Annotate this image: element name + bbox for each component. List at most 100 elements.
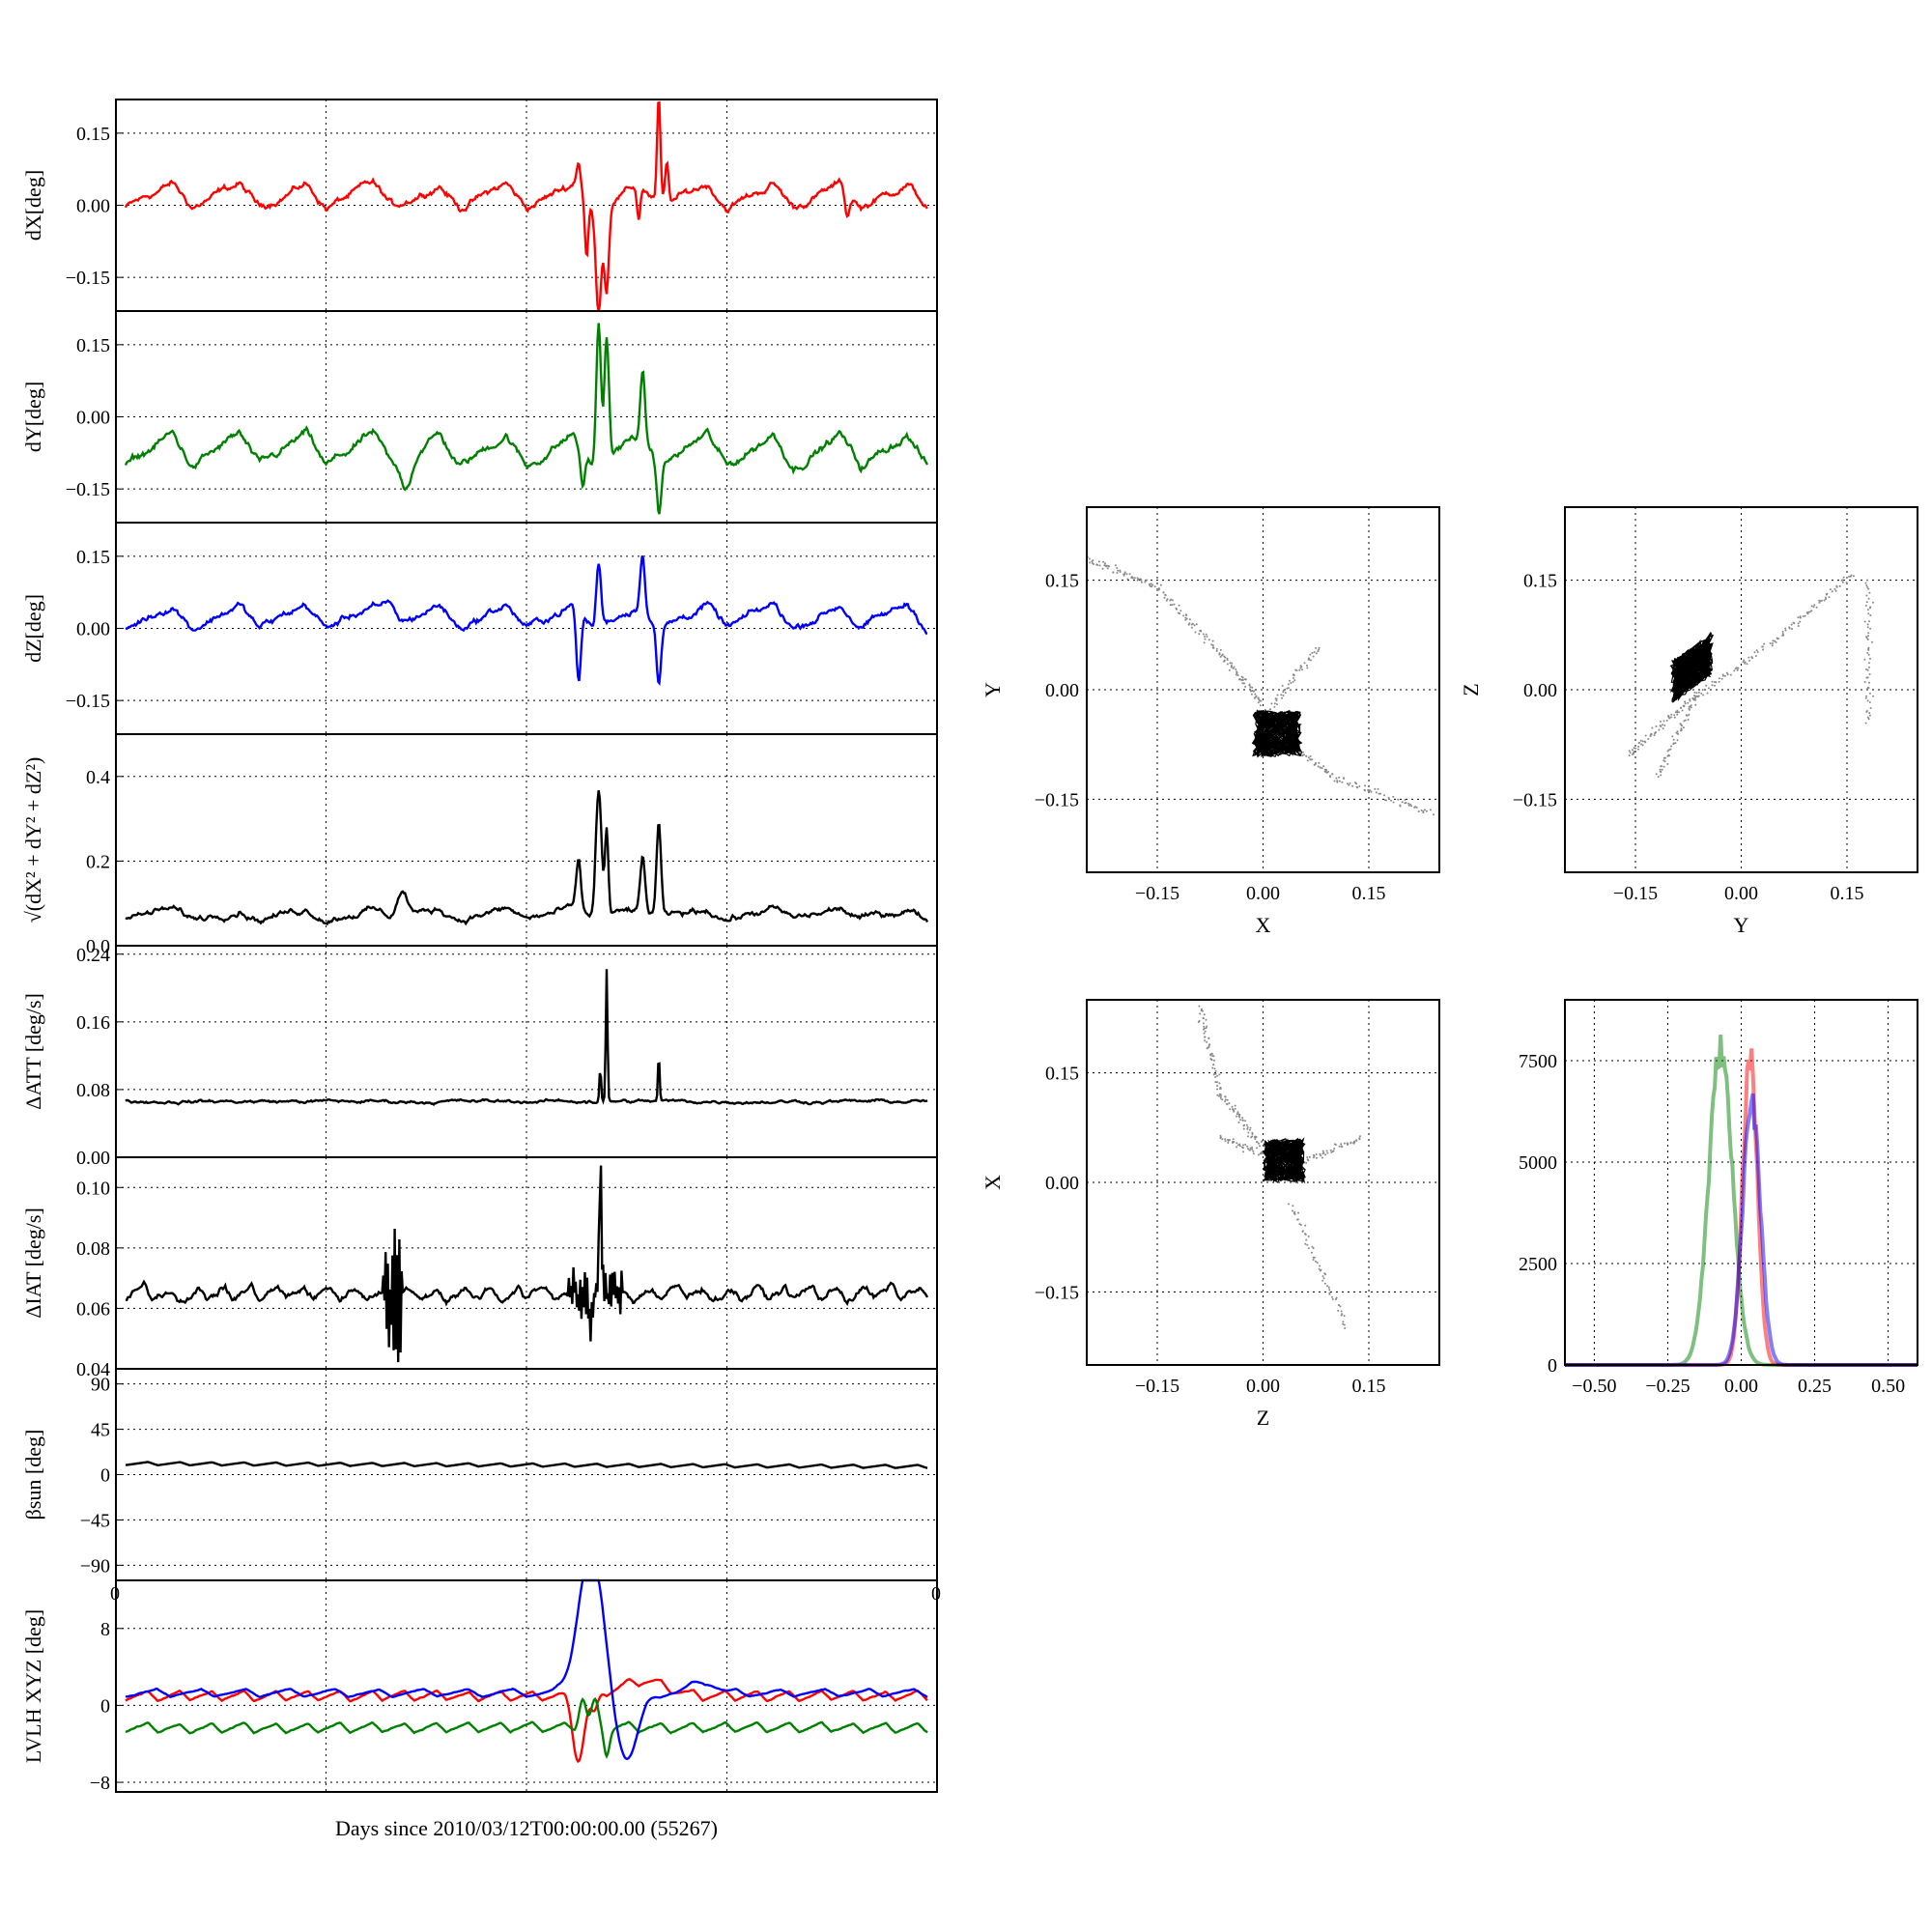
trail-point bbox=[1307, 756, 1310, 759]
trail-point bbox=[1695, 695, 1698, 697]
trail-point bbox=[1869, 614, 1872, 616]
trail-point bbox=[1203, 1013, 1206, 1016]
trail-point bbox=[1091, 560, 1094, 563]
trail-point bbox=[1632, 749, 1634, 752]
trail-point bbox=[1321, 1152, 1324, 1155]
trail-point bbox=[1831, 590, 1833, 593]
x-tick-label: −0.50 bbox=[1572, 1376, 1616, 1397]
trail-point bbox=[1292, 1205, 1294, 1208]
trail-point bbox=[1706, 692, 1709, 695]
trail-point bbox=[1116, 572, 1119, 574]
trail-point bbox=[1343, 1323, 1346, 1326]
trail-point bbox=[1164, 594, 1167, 597]
panel-beta_sun: −90 −45 0 45 90 βsun [deg] bbox=[21, 1368, 938, 1581]
trail-point bbox=[1229, 662, 1232, 665]
trail-point bbox=[1726, 673, 1729, 676]
trail-point bbox=[1689, 705, 1691, 708]
trail-point bbox=[1367, 788, 1370, 791]
trail-point bbox=[1671, 735, 1674, 738]
trail-point bbox=[1246, 1145, 1249, 1148]
trail-point bbox=[1807, 611, 1810, 613]
trail-point bbox=[1753, 651, 1756, 654]
trail-point bbox=[1223, 660, 1226, 663]
y-tick-label: 0 bbox=[1548, 1355, 1557, 1377]
y-tick-label: 0.00 bbox=[76, 196, 110, 217]
trail-point bbox=[1338, 780, 1341, 782]
series-line-dX-0 bbox=[124, 100, 928, 312]
panel-dX: −0.15 0.00 0.15 dX[deg] bbox=[21, 99, 938, 312]
trail-point bbox=[1254, 693, 1257, 696]
trail-point bbox=[1248, 683, 1251, 686]
trail-point bbox=[1296, 1218, 1299, 1221]
trail-point bbox=[1307, 658, 1310, 661]
trail-point bbox=[1746, 663, 1748, 666]
trail-point bbox=[1659, 724, 1662, 727]
trail-point bbox=[1755, 649, 1758, 652]
trail-point bbox=[1282, 695, 1285, 696]
panel-histogram: −0.50 −0.25 0.00 0.25 0.50 0 2500 5000 7500 bbox=[1519, 999, 1918, 1397]
trail-point bbox=[1185, 617, 1188, 620]
trail-point bbox=[1638, 741, 1640, 744]
y-tick-label: 0.16 bbox=[76, 1012, 110, 1034]
trail-point bbox=[1863, 658, 1866, 661]
trail-point bbox=[1660, 774, 1662, 777]
trail-point bbox=[1812, 606, 1815, 609]
y-tick-label: 0.10 bbox=[76, 1178, 110, 1199]
trail-point bbox=[1863, 681, 1866, 683]
trail-point bbox=[1791, 628, 1794, 630]
trail-point bbox=[1771, 644, 1774, 647]
trail-point bbox=[1351, 784, 1354, 787]
trail-point bbox=[1128, 573, 1131, 576]
trail-point bbox=[1259, 1145, 1261, 1148]
trail-point bbox=[1633, 751, 1635, 753]
trail-point bbox=[1781, 633, 1784, 635]
trail-point bbox=[1417, 810, 1420, 812]
trail-point bbox=[1218, 652, 1221, 655]
trail-point bbox=[1286, 687, 1289, 690]
trail-point bbox=[1771, 642, 1774, 644]
trail-point bbox=[1834, 589, 1837, 592]
y-tick-label: 0.24 bbox=[76, 945, 110, 966]
y-tick-label: 0 bbox=[100, 1465, 110, 1487]
trail-point bbox=[1343, 778, 1345, 780]
trail-point bbox=[1095, 563, 1098, 566]
trail-point bbox=[1322, 1277, 1325, 1280]
trail-point bbox=[1866, 585, 1869, 588]
trail-point bbox=[1301, 754, 1304, 757]
trail-point bbox=[1661, 768, 1663, 771]
trail-point bbox=[1211, 646, 1214, 649]
trail-point bbox=[1282, 689, 1285, 692]
trail-point bbox=[1392, 795, 1395, 798]
trail-point bbox=[1378, 792, 1380, 795]
trail-point bbox=[1633, 747, 1635, 750]
trail-point bbox=[1867, 653, 1870, 656]
trail-point bbox=[1865, 594, 1868, 597]
trail-point bbox=[1211, 644, 1214, 647]
trail-point bbox=[1232, 1142, 1235, 1144]
trail-point bbox=[1364, 789, 1366, 792]
x-tick-label: 0.00 bbox=[1724, 1376, 1758, 1397]
trail-point bbox=[1202, 633, 1205, 636]
trail-point bbox=[1247, 1135, 1249, 1138]
trail-point bbox=[1774, 639, 1776, 642]
trail-point bbox=[1640, 743, 1643, 746]
trail-point bbox=[1307, 1159, 1310, 1162]
trail-point bbox=[1101, 567, 1104, 570]
trail-point bbox=[1348, 783, 1350, 786]
trail-point bbox=[1815, 606, 1818, 609]
trail-point bbox=[1235, 673, 1237, 676]
trail-point bbox=[1123, 571, 1126, 574]
trail-point bbox=[1293, 1212, 1295, 1214]
trail-point bbox=[1667, 749, 1670, 752]
trail-point bbox=[1232, 1138, 1235, 1141]
trail-point bbox=[1871, 640, 1873, 643]
trail-point bbox=[1317, 765, 1320, 768]
trail-point bbox=[1867, 718, 1870, 721]
trail-point bbox=[1868, 620, 1870, 623]
trail-point bbox=[1227, 1142, 1230, 1144]
trail-point bbox=[1241, 1119, 1244, 1122]
y-tick-label: −0.15 bbox=[66, 479, 110, 500]
trail-point bbox=[1257, 701, 1260, 704]
trail-point bbox=[1695, 692, 1698, 695]
trail-point bbox=[1210, 1059, 1213, 1062]
